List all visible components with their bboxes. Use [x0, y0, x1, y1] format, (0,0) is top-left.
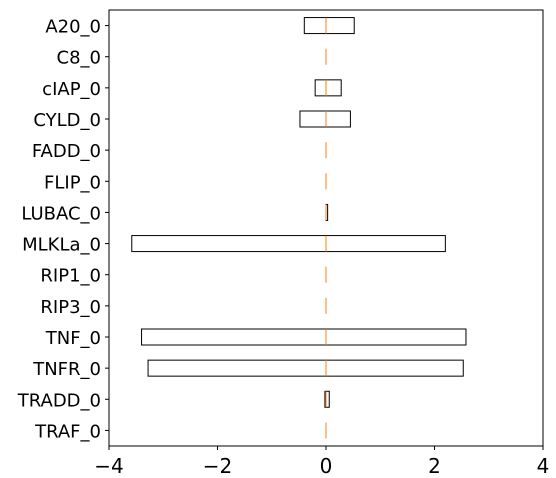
x-tick-label: 0 [320, 454, 333, 478]
y-tick-label: cIAP_0 [42, 79, 101, 100]
y-tick-label: TRADD_0 [17, 390, 101, 411]
x-tick-label: −4 [94, 454, 123, 478]
box-TNF_0 [141, 328, 467, 346]
plot-area [131, 17, 467, 439]
y-tick-label: TNF_0 [45, 328, 101, 349]
y-tick-label: CYLD_0 [33, 110, 101, 131]
y-tick-label: MLKLa_0 [22, 235, 101, 256]
box-TNFR_0 [147, 359, 464, 377]
y-tick-label: LUBAC_0 [21, 203, 101, 224]
y-tick-label: A20_0 [45, 17, 101, 38]
y-axis: A20_0 C8_0 cIAP_0 CYLD_0 FADD_0 FLIP_0 LUBAC_0… [17, 17, 109, 442]
y-tick-label: FADD_0 [32, 141, 101, 162]
box-cIAP_0 [314, 79, 342, 97]
axes-frame [108, 9, 544, 447]
y-tick-label: C8_0 [57, 48, 101, 69]
y-tick-label: FLIP_0 [44, 172, 101, 193]
x-tick-label: 4 [537, 454, 550, 478]
x-tick-label: −2 [203, 454, 232, 478]
box-MLKLa_0 [131, 235, 446, 253]
y-tick-label: RIP1_0 [40, 266, 101, 287]
box-CYLD_0 [299, 110, 351, 128]
x-tick-label: 2 [428, 454, 441, 478]
y-tick-label: RIP3_0 [40, 297, 101, 318]
x-axis: −4 −2 0 2 4 [94, 446, 549, 478]
y-tick-label: TRAF_0 [34, 421, 101, 442]
y-tick-label: TNFR_0 [32, 359, 101, 380]
box-A20_0 [303, 17, 355, 35]
box-TRADD_0 [324, 390, 330, 408]
